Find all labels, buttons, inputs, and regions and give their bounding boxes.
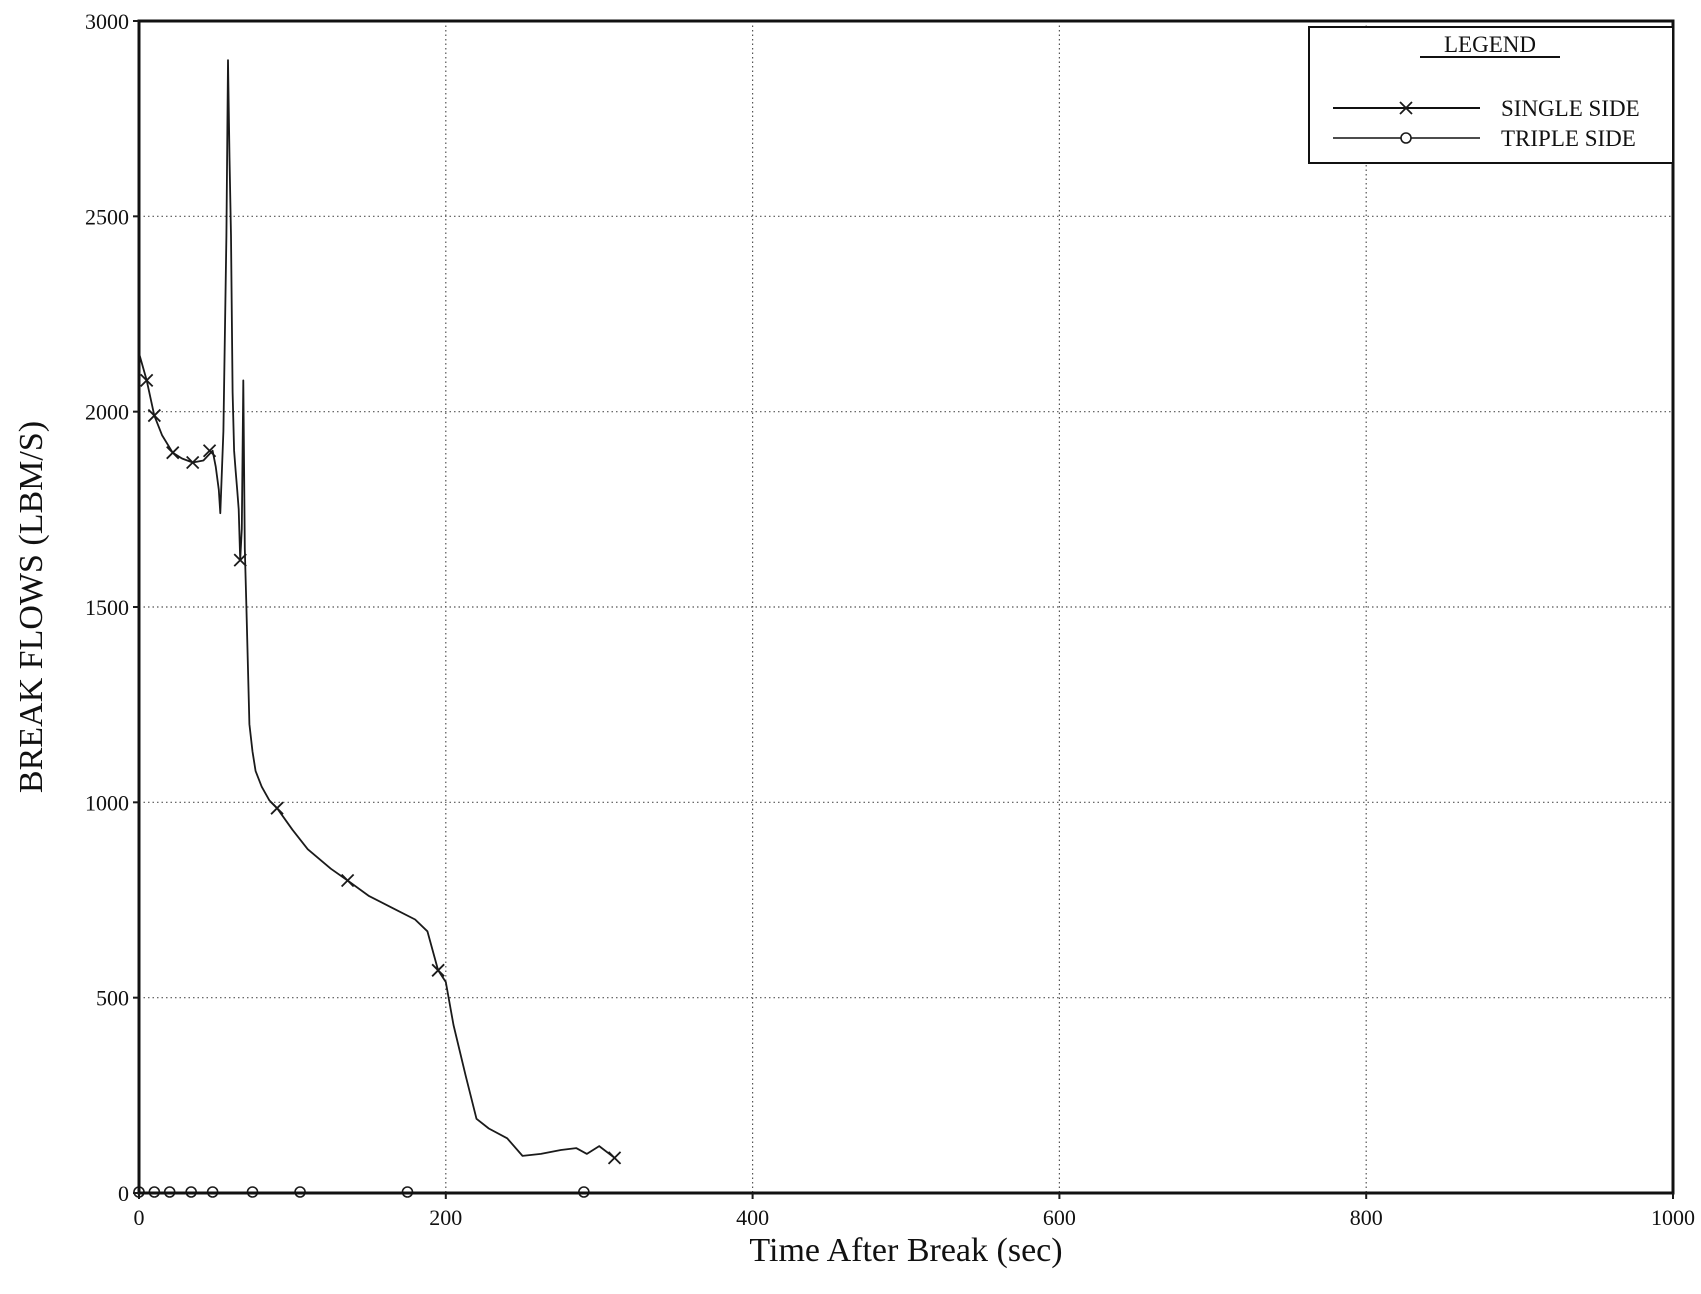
y-tick-label: 2500 (85, 204, 129, 229)
y-tick-label: 500 (96, 986, 129, 1011)
data-point-x (340, 873, 355, 888)
x-tick-label: 200 (429, 1205, 462, 1230)
series-line (138, 59, 616, 1159)
legend-marker-x (1399, 101, 1413, 115)
y-axis-title: BREAK FLOWS (LBM/S) (13, 421, 50, 793)
x-tick-label: 1000 (1651, 1205, 1695, 1230)
x-marker-stroke (1399, 101, 1413, 115)
y-tick-label: 1500 (85, 595, 129, 620)
x-tick-label: 0 (134, 1205, 145, 1230)
x-tick-label: 800 (1350, 1205, 1383, 1230)
x-tick-label: 600 (1043, 1205, 1076, 1230)
data-point-x (607, 1151, 622, 1165)
grid-lines (139, 21, 1673, 1193)
legend-box (1308, 26, 1674, 164)
x-marker-stroke (270, 801, 284, 815)
legend-x-marker (1399, 101, 1413, 115)
x-marker-stroke (147, 408, 161, 423)
x-marker-stroke (607, 1151, 622, 1165)
legend-label-triple-side: TRIPLE SIDE (1501, 126, 1636, 151)
data-point-x (147, 408, 161, 423)
x-marker-stroke (166, 446, 180, 460)
data-point-x (140, 373, 154, 388)
data-point-x (270, 801, 284, 815)
legend-o-marker (1400, 132, 1412, 144)
y-tick-label: 1000 (85, 790, 129, 815)
legend: LEGEND SINGLE SIDE TRIPLE SIDE (1308, 26, 1674, 164)
legend-marker-o (1400, 132, 1412, 144)
tick-labels: 0 200 400 600 800 1000 0 500 1000 1500 2000 2500 300… (85, 9, 1695, 1230)
x-marker-stroke (431, 963, 445, 977)
x-tick-label: 400 (736, 1205, 769, 1230)
data-point-x (186, 455, 200, 470)
series-single-side (138, 59, 622, 1165)
x-marker-stroke (233, 553, 247, 567)
legend-label-single-side: SINGLE SIDE (1501, 96, 1640, 121)
y-tick-label: 2000 (85, 400, 129, 425)
x-marker-stroke (202, 444, 217, 458)
data-point-x (233, 553, 247, 567)
x-marker-stroke (340, 873, 355, 888)
data-point-x (202, 444, 217, 458)
x-marker-stroke (186, 455, 200, 470)
x-axis-title: Time After Break (sec) (749, 1232, 1062, 1269)
y-tick-label: 3000 (85, 9, 129, 34)
y-tick-label: 0 (118, 1181, 129, 1206)
legend-title: LEGEND (1444, 32, 1536, 57)
data-point-x (431, 963, 445, 977)
x-marker-stroke (140, 373, 154, 388)
data-point-x (166, 446, 180, 460)
